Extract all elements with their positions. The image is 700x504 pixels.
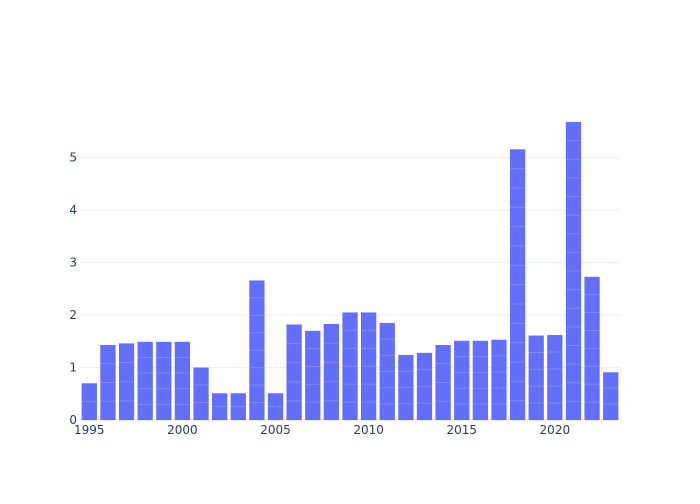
bar-2015[interactable]: [454, 340, 470, 420]
x-axis: 1995 2000 2005 2010 2015 2020: [74, 423, 570, 437]
y-tick-label-3: 3: [69, 256, 77, 270]
y-tick-label-0: 0: [69, 413, 77, 427]
bar-2003[interactable]: [230, 393, 246, 420]
bar-2006[interactable]: [286, 324, 302, 420]
bar-2023[interactable]: [603, 372, 619, 420]
y-tick-label-4: 4: [69, 203, 77, 217]
bar-1999[interactable]: [156, 341, 172, 420]
bar-1995[interactable]: [81, 383, 97, 420]
bar-2017[interactable]: [491, 339, 507, 420]
y-tick-label-5: 5: [69, 151, 77, 165]
y-tick-label-1: 1: [69, 361, 77, 375]
bar-1996[interactable]: [100, 344, 116, 420]
bars-layer: [81, 122, 619, 420]
bar-2014[interactable]: [435, 344, 451, 420]
y-axis: 0 1 2 3 4 5: [69, 151, 77, 427]
y-tick-label-2: 2: [69, 308, 77, 322]
bar-2019[interactable]: [528, 335, 544, 420]
bar-2011[interactable]: [379, 322, 395, 420]
bar-2018[interactable]: [509, 149, 526, 420]
bar-2007[interactable]: [305, 330, 321, 420]
x-tick-label-2020: 2020: [540, 423, 571, 437]
bar-2002[interactable]: [212, 393, 228, 420]
bar-2009[interactable]: [342, 312, 358, 420]
bar-2013[interactable]: [416, 352, 433, 420]
bar-2022[interactable]: [584, 276, 600, 420]
bar-2008[interactable]: [323, 324, 340, 420]
bar-1997[interactable]: [118, 343, 135, 420]
bar-2012[interactable]: [398, 354, 414, 420]
bar-2000[interactable]: [174, 341, 191, 420]
bar-2010[interactable]: [360, 312, 377, 420]
bar-2016[interactable]: [472, 340, 488, 420]
x-tick-label-2015: 2015: [446, 423, 477, 437]
x-tick-label-2000: 2000: [167, 423, 198, 437]
x-tick-label-2010: 2010: [353, 423, 384, 437]
bar-2021[interactable]: [565, 122, 582, 420]
x-tick-label-1995: 1995: [74, 423, 105, 437]
bar-2001[interactable]: [193, 367, 209, 420]
bar-2004[interactable]: [249, 280, 265, 420]
bar-1998[interactable]: [137, 341, 153, 420]
bar-2005[interactable]: [267, 393, 284, 420]
x-tick-label-2005: 2005: [260, 423, 291, 437]
bar-2020[interactable]: [547, 335, 563, 420]
